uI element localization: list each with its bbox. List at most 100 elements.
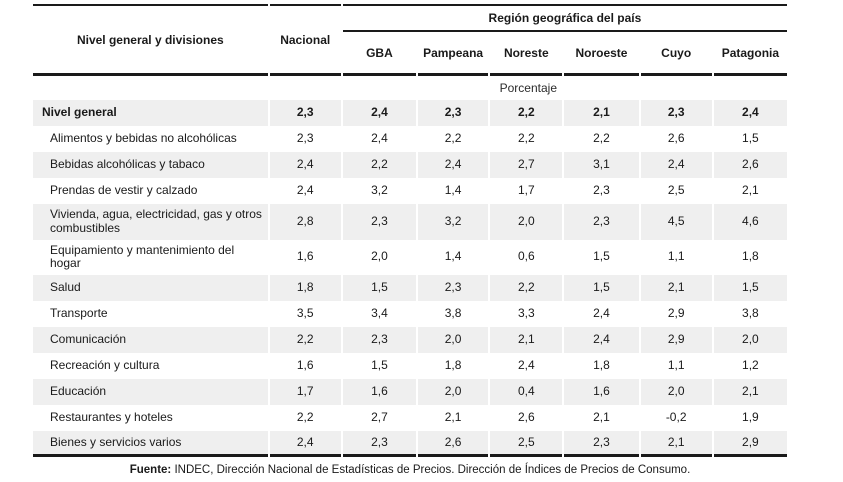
value-cell: 1,5 — [713, 275, 787, 302]
value-cell: 3,2 — [418, 204, 489, 240]
table-row: Bienes y servicios varios 2,4 2,3 2,6 2,5 2,3… — [33, 431, 787, 458]
row-label: Restaurantes y hoteles — [50, 410, 173, 425]
value-cell: 2,1 — [490, 327, 563, 354]
value-cell: 2,1 — [444, 410, 462, 425]
value-cell: 1,8 — [742, 249, 759, 264]
value-cell: 2,4 — [269, 431, 341, 458]
unit-label: Porcentaje — [499, 81, 557, 95]
value-cell: 3,8 — [444, 306, 462, 321]
row-label: Transporte — [50, 306, 108, 321]
value-cell: 2,1 — [593, 410, 610, 425]
value-cell: 2,4 — [269, 152, 341, 178]
value-cell: 2,6 — [517, 410, 535, 425]
source-note: Fuente: INDEC, Dirección Nacional de Est… — [31, 464, 789, 476]
value-cell: 2,5 — [490, 431, 563, 458]
value-cell: 2,1 — [742, 183, 759, 198]
value-cell: 2,2 — [444, 131, 462, 146]
value-cell: 2,2 — [269, 327, 341, 354]
column-header-pampeana: Pampeana — [418, 32, 489, 76]
value-cell: 2,2 — [593, 131, 610, 146]
value-cell: 2,4 — [640, 152, 712, 178]
value-cell: 4,5 — [640, 204, 712, 240]
row-label: Vivienda, agua, electricidad, gas y otro… — [33, 204, 268, 240]
value-cell: 2,1 — [713, 379, 787, 406]
value-cell: 1,6 — [564, 379, 639, 406]
value-cell: 2,3 — [593, 183, 610, 198]
value-cell: 1,6 — [342, 379, 416, 406]
value-cell: 1,6 — [296, 249, 314, 264]
value-cell: 2,0 — [371, 249, 388, 264]
value-cell: 2,4 — [517, 358, 535, 373]
row-label: Educación — [33, 379, 268, 406]
row-label: Salud — [33, 275, 268, 302]
value-cell: 1,2 — [742, 358, 759, 373]
value-cell: 1,1 — [667, 249, 685, 264]
price-index-table: Nivel general y divisiones Nacional Regi… — [31, 4, 789, 458]
value-cell: 1,5 — [593, 249, 610, 264]
source-label: Fuente: — [129, 464, 172, 477]
statistics-table-container: Nivel general y divisiones Nacional Regi… — [31, 4, 789, 458]
value-cell: 3,4 — [371, 306, 388, 321]
value-cell: 2,1 — [564, 100, 639, 126]
value-cell: 1,5 — [564, 275, 639, 302]
value-cell: 1,8 — [269, 275, 341, 302]
value-cell: 3,1 — [564, 152, 639, 178]
value-cell: 2,9 — [640, 327, 712, 354]
value-cell: 1,7 — [269, 379, 341, 406]
value-cell: 2,1 — [640, 275, 712, 302]
value-cell: 2,3 — [342, 327, 416, 354]
value-cell: 2,4 — [564, 327, 639, 354]
value-cell: 2,3 — [418, 275, 489, 302]
value-cell: 2,6 — [418, 431, 489, 458]
row-label: Comunicación — [33, 327, 268, 354]
value-cell: 1,8 — [444, 358, 462, 373]
value-cell: 3,3 — [517, 306, 535, 321]
row-label: Nivel general — [33, 100, 268, 126]
column-header-nacional: Nacional — [269, 4, 341, 76]
value-cell: 2,3 — [269, 100, 341, 126]
value-cell: 2,4 — [342, 100, 416, 126]
table-row: Alimentos y bebidas no alcohólicas 2,3 2,4… — [33, 126, 787, 152]
column-header-noroeste: Noroeste — [564, 32, 639, 76]
value-cell: 1,4 — [444, 183, 462, 198]
value-cell: 2,9 — [713, 431, 787, 458]
value-cell: 2,1 — [640, 431, 712, 458]
value-cell: 3,8 — [742, 306, 759, 321]
value-cell: 1,5 — [371, 358, 388, 373]
header-row-regions: GBA Pampeana Noreste Noroeste Cuyo Patag… — [33, 32, 787, 76]
value-cell: 1,5 — [742, 131, 759, 146]
unit-row-spacer — [33, 76, 268, 100]
table-row: Bebidas alcohólicas y tabaco 2,4 2,2 2,4 2,7… — [33, 152, 787, 178]
table-row: Vivienda, agua, electricidad, gas y otro… — [33, 204, 787, 240]
row-label: Alimentos y bebidas no alcohólicas — [50, 131, 237, 146]
value-cell: -0,2 — [665, 410, 687, 425]
table-body: Porcentaje Nivel general 2,3 2,4 2,3 2,2 2,1 2… — [33, 76, 787, 458]
value-cell: 2,3 — [418, 100, 489, 126]
value-cell: 2,4 — [296, 183, 314, 198]
column-header-cuyo: Cuyo — [640, 32, 712, 76]
value-cell: 2,6 — [713, 152, 787, 178]
column-header-noreste: Noreste — [490, 32, 563, 76]
value-cell: 2,8 — [269, 204, 341, 240]
table-row: Educación 1,7 1,6 2,0 0,4 1,6 2,0 2,1 — [33, 379, 787, 406]
column-header-patagonia: Patagonia — [713, 32, 787, 76]
value-cell: 2,3 — [342, 204, 416, 240]
value-cell: 2,9 — [667, 306, 685, 321]
value-cell: 2,3 — [564, 204, 639, 240]
region-group-header: Región geográfica del país — [342, 4, 787, 32]
value-cell: 2,2 — [490, 100, 563, 126]
value-cell: 1,1 — [667, 358, 685, 373]
value-cell: 2,2 — [517, 131, 535, 146]
value-cell: 2,3 — [640, 100, 712, 126]
table-row: Nivel general 2,3 2,4 2,3 2,2 2,1 2,3 2,4 — [33, 100, 787, 126]
value-cell: 2,0 — [490, 204, 563, 240]
table-row: Equipamiento y mantenimiento del hogar 1,… — [33, 240, 787, 276]
value-cell: 0,6 — [517, 249, 535, 264]
value-cell: 2,0 — [418, 327, 489, 354]
value-cell: 2,7 — [371, 410, 388, 425]
value-cell: 2,2 — [342, 152, 416, 178]
value-cell: 2,0 — [713, 327, 787, 354]
value-cell: 2,3 — [564, 431, 639, 458]
value-cell: 1,7 — [517, 183, 535, 198]
value-cell: 1,9 — [742, 410, 759, 425]
